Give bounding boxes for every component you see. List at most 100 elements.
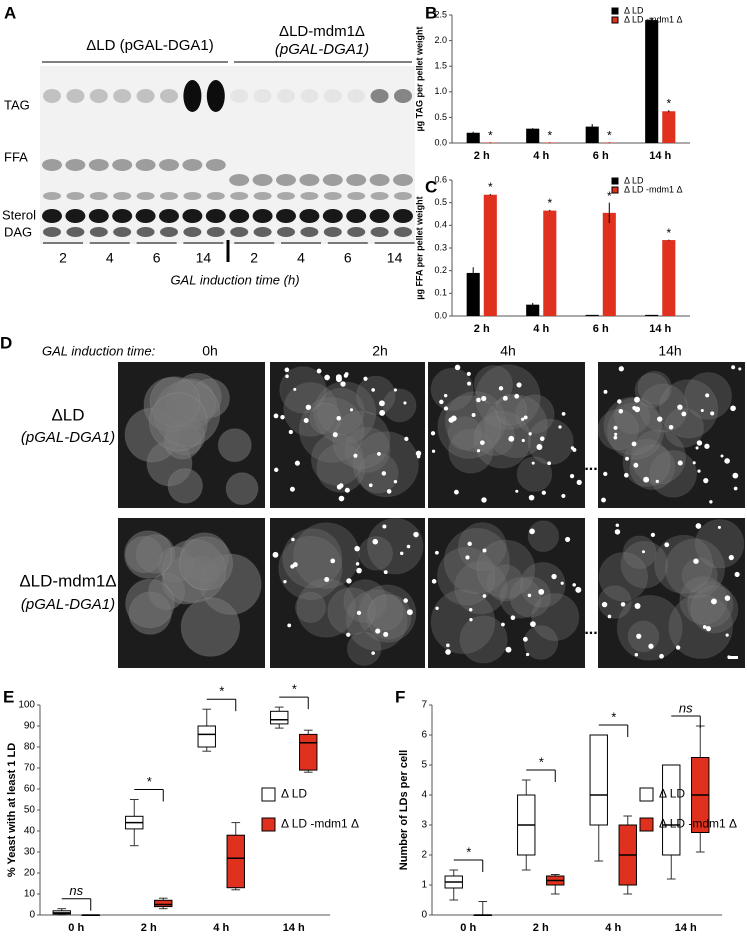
legend-label: Δ LD: [624, 5, 644, 15]
significance: ns: [69, 883, 83, 898]
box: [270, 710, 289, 725]
gel-band: [206, 192, 225, 200]
lipid-droplet: [677, 404, 683, 410]
micrograph: [270, 362, 425, 508]
y-tick-label: 2.5: [434, 9, 447, 19]
gel-band: [346, 174, 367, 186]
lipid-droplet: [287, 623, 292, 628]
lipid-droplet: [469, 608, 473, 612]
lipid-droplet: [501, 622, 505, 627]
gel-band: [394, 89, 412, 103]
cell: [225, 472, 259, 506]
lipid-droplet: [601, 497, 606, 503]
lipid-droplet: [346, 578, 352, 584]
micrograph: [428, 362, 585, 508]
gel-band: [230, 192, 249, 200]
y-tick-label: 100: [18, 700, 35, 711]
lipid-droplet: [516, 382, 522, 388]
lipid-droplet: [675, 645, 681, 650]
cell: [448, 428, 494, 474]
bar: [466, 272, 480, 316]
lipid-droplet: [316, 368, 322, 374]
lipid-droplet: [618, 408, 624, 414]
lipid-droplet: [613, 435, 618, 440]
x-tick-label: 14 h: [649, 150, 671, 162]
y-tick-label: 80: [24, 742, 36, 753]
cell: [606, 402, 665, 460]
cell: [690, 585, 739, 634]
lipid-droplet: [443, 406, 449, 411]
lipid-droplet: [633, 462, 639, 468]
lipid-droplet: [634, 653, 639, 657]
cell: [454, 560, 508, 615]
lipid-droplet: [368, 483, 373, 488]
lipid-droplet: [709, 500, 713, 504]
gel-band: [230, 227, 249, 237]
row-label: (pGAL-DGA1): [21, 596, 115, 613]
lipid-droplet: [381, 471, 387, 476]
panel-letter: F: [395, 687, 405, 706]
x-tick-label: 14 h: [283, 922, 305, 934]
x-tick-label: 4 h: [533, 150, 549, 162]
y-tick-label: 30: [24, 847, 36, 858]
significance: *: [607, 128, 612, 142]
y-tick-label: 0.6: [434, 174, 447, 184]
column-label: 2h: [372, 343, 388, 359]
lipid-droplet: [523, 415, 528, 420]
cell: [515, 394, 555, 434]
y-axis-label: µg TAG per pellet weight: [414, 26, 424, 131]
cell: [486, 564, 524, 602]
lipid-droplet: [731, 365, 736, 370]
column-label: 0h: [202, 343, 218, 359]
lipid-droplet: [617, 399, 622, 404]
y-tick-label: 0.1: [434, 288, 447, 298]
lane-label: 6: [344, 250, 352, 266]
cell: [353, 431, 419, 498]
lipid-droplet: [406, 609, 413, 616]
cell: [459, 615, 508, 664]
cell: [598, 585, 632, 619]
cell: [613, 397, 651, 435]
micrograph: [428, 518, 585, 668]
y-tick-label: 0.0: [434, 310, 447, 320]
lipid-droplet: [476, 449, 481, 453]
gel-band: [229, 209, 250, 223]
lipid-droplet: [349, 408, 354, 412]
gel-band: [43, 227, 61, 237]
cell: [367, 517, 424, 575]
cell: [279, 366, 327, 414]
gel-band: [159, 209, 179, 223]
cell: [634, 372, 670, 408]
lipid-droplet: [705, 626, 712, 632]
gel-band: [253, 192, 272, 200]
gel-band: [370, 227, 389, 237]
x-tick-label: 2 h: [533, 922, 549, 934]
cell: [282, 528, 343, 589]
gel-band: [43, 192, 61, 200]
gel-band: [253, 89, 272, 103]
lipid-droplet: [415, 450, 422, 457]
legend-swatch: [639, 787, 654, 802]
y-axis-label: Number of LDs per cell: [398, 750, 410, 870]
cell: [278, 535, 343, 601]
y-tick-label: 0.2: [434, 265, 447, 275]
cell: [430, 589, 496, 655]
legend-label: Δ LD -mdm1 Δ: [624, 184, 683, 194]
legend-swatch: [639, 817, 654, 832]
cell: [659, 379, 719, 439]
x-tick-label: 6 h: [593, 150, 609, 162]
cell: [622, 535, 657, 570]
lipid-droplet: [383, 570, 388, 575]
lipid-droplet: [704, 443, 710, 449]
lipid-droplet: [625, 456, 629, 461]
lipid-droplet: [288, 429, 293, 435]
lipid-droplet: [664, 542, 670, 548]
box: [299, 733, 318, 771]
lipid-droplet: [618, 366, 624, 372]
y-tick-label: 60: [24, 784, 36, 795]
x-tick-label: 2 h: [141, 922, 157, 934]
bar: [585, 314, 599, 316]
lipid-droplet: [338, 495, 345, 502]
significance: *: [488, 180, 493, 194]
y-tick-label: 0.5: [434, 112, 447, 122]
